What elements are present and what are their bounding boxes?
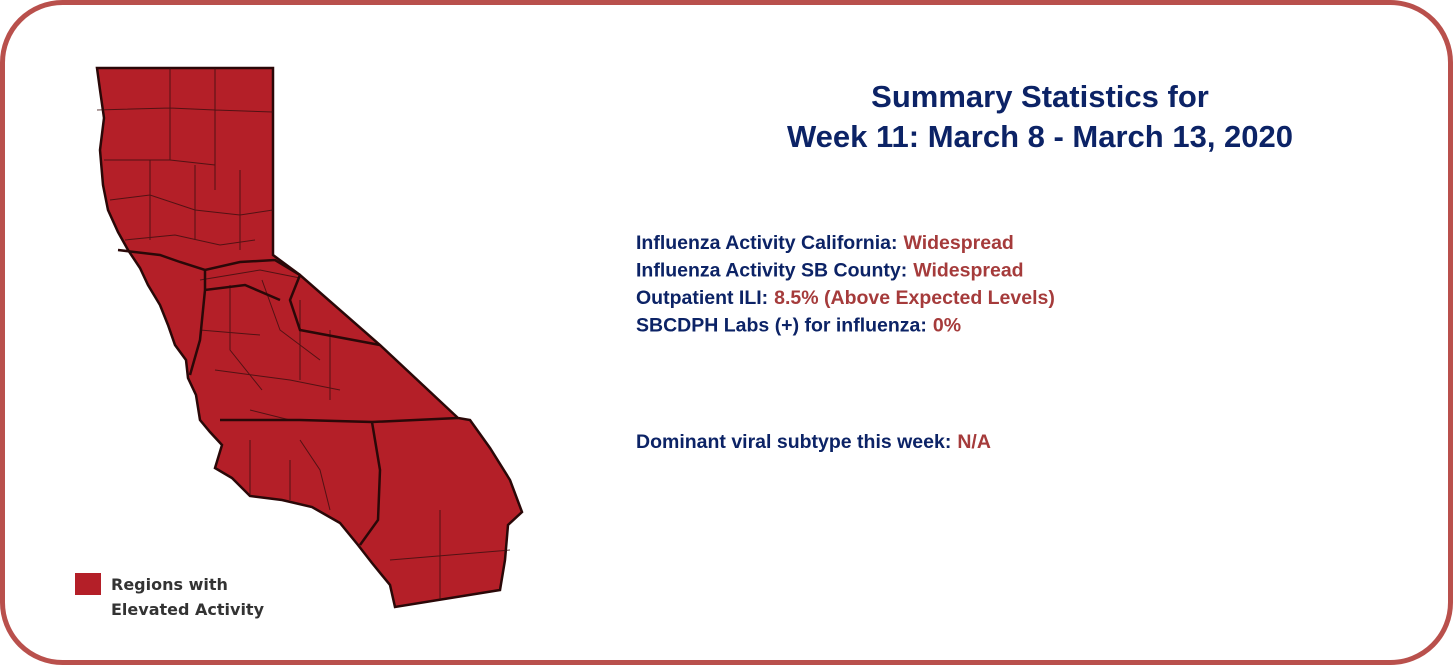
stat-label: Influenza Activity California: [636, 232, 897, 254]
legend-swatch [75, 573, 101, 595]
stat-value: 0% [933, 315, 961, 337]
stat-value: 8.5% (Above Expected Levels) [774, 287, 1055, 309]
title: Summary Statistics for [871, 79, 1209, 114]
stat-value: Widespread [913, 260, 1023, 282]
stat-line: Influenza Activity California: Widespread [636, 232, 1014, 254]
stat-label: Influenza Activity SB County: [636, 260, 907, 282]
california-map [95, 66, 524, 609]
legend-label: Elevated Activity [111, 600, 265, 619]
stat-value: N/A [957, 431, 991, 453]
stat-line: Influenza Activity SB County: Widespread [636, 260, 1024, 282]
stat-line: SBCDPH Labs (+) for influenza: 0% [636, 315, 961, 337]
stat-label: Dominant viral subtype this week: [636, 431, 951, 453]
stat-line: Dominant viral subtype this week: N/A [636, 431, 991, 453]
legend-label: Regions with [111, 575, 228, 594]
stat-label: SBCDPH Labs (+) for influenza: [636, 315, 927, 337]
title: Week 11: March 8 - March 13, 2020 [787, 119, 1293, 154]
stats: Influenza Activity California: Widespread… [636, 232, 1055, 453]
stat-value: Widespread [903, 232, 1013, 254]
stat-line: Outpatient ILI: 8.5% (Above Expected Leve… [636, 287, 1055, 309]
stat-label: Outpatient ILI: [636, 287, 768, 309]
